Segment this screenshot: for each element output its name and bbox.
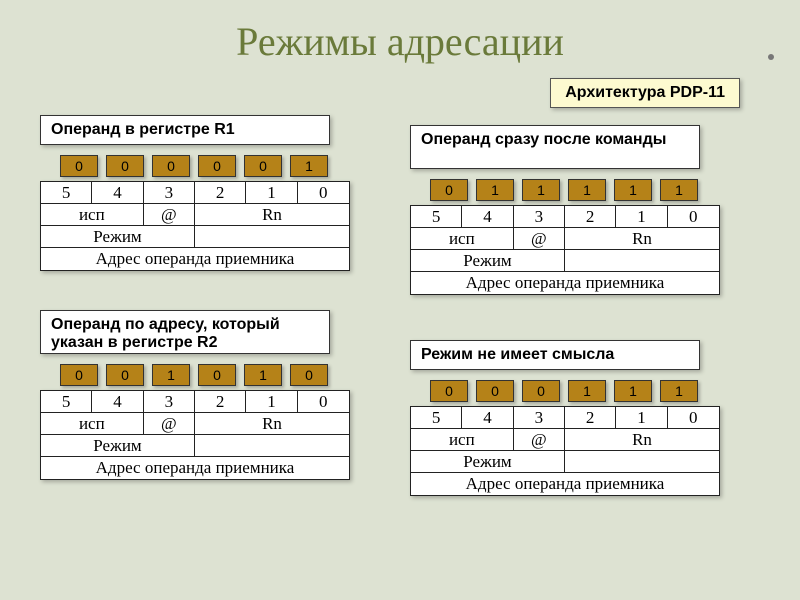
grid-cell-address: Адрес операнда приемника <box>411 473 719 495</box>
bit-row: 011111 <box>430 179 720 201</box>
bit-row: 000111 <box>430 380 720 402</box>
block-operand-register-r1: Операнд в регистре R1 000001 543210исп@R… <box>40 115 350 271</box>
bit-cell: 0 <box>60 155 98 177</box>
grid-header-cell: 4 <box>92 182 143 203</box>
grid-header-cell: 4 <box>92 391 143 412</box>
grid-cell: исп <box>411 429 514 450</box>
grid-header-cell: 5 <box>41 391 92 412</box>
grid-header-cell: 5 <box>411 407 462 428</box>
grid-header-cell: 3 <box>514 407 565 428</box>
block-caption: Операнд в регистре R1 <box>40 115 330 145</box>
block-caption: Операнд сразу после команды <box>410 125 700 169</box>
grid-header-cell: 1 <box>616 407 667 428</box>
bit-cell: 1 <box>568 179 606 201</box>
grid-cell: Rn <box>195 204 349 225</box>
grid-cell: Rn <box>565 228 719 249</box>
bit-cell: 0 <box>476 380 514 402</box>
grid-header-cell: 4 <box>462 206 513 227</box>
grid-cell-mode: Режим <box>41 226 195 247</box>
grid-cell: Rn <box>195 413 349 434</box>
bit-cell: 1 <box>614 380 652 402</box>
bit-cell: 1 <box>522 179 560 201</box>
bit-cell: 0 <box>290 364 328 386</box>
bit-cell: 1 <box>568 380 606 402</box>
grid-cell-address: Адрес операнда приемника <box>411 272 719 294</box>
grid-cell: исп <box>41 204 144 225</box>
grid-header-cell: 5 <box>41 182 92 203</box>
grid-cell: исп <box>41 413 144 434</box>
field-grid: 543210 исп@RnРежимАдрес операнда приемник… <box>410 406 720 496</box>
grid-header-cell: 3 <box>514 206 565 227</box>
bit-cell: 1 <box>660 179 698 201</box>
block-operand-address-r2: Операнд по адресу, который указан в реги… <box>40 310 350 480</box>
block-caption: Режим не имеет смысла <box>410 340 700 370</box>
bit-row: 000001 <box>60 155 350 177</box>
grid-header-cell: 1 <box>616 206 667 227</box>
grid-cell-mode: Режим <box>41 435 195 456</box>
grid-cell-address: Адрес операнда приемника <box>41 457 349 479</box>
bit-cell: 1 <box>614 179 652 201</box>
field-grid: 543210 исп@RnРежимАдрес операнда приемник… <box>40 181 350 271</box>
bit-cell: 0 <box>106 155 144 177</box>
bit-cell: 1 <box>476 179 514 201</box>
bit-cell: 0 <box>152 155 190 177</box>
bit-cell: 0 <box>60 364 98 386</box>
grid-header-cell: 3 <box>144 182 195 203</box>
grid-header-cell: 4 <box>462 407 513 428</box>
grid-header-cell: 1 <box>246 391 297 412</box>
bit-row: 001010 <box>60 364 350 386</box>
bit-cell: 1 <box>660 380 698 402</box>
bit-cell: 0 <box>106 364 144 386</box>
field-grid: 543210 исп@RnРежимАдрес операнда приемник… <box>40 390 350 480</box>
grid-header-cell: 0 <box>298 182 349 203</box>
block-operand-immediate: Операнд сразу после команды 011111 54321… <box>410 125 720 295</box>
grid-header-cell: 0 <box>668 407 719 428</box>
bit-cell: 0 <box>430 179 468 201</box>
bit-cell: 1 <box>244 364 282 386</box>
bit-cell: 0 <box>430 380 468 402</box>
grid-cell: @ <box>144 204 195 225</box>
bit-cell: 0 <box>198 364 236 386</box>
grid-header-cell: 2 <box>565 407 616 428</box>
field-grid: 543210 исп@RnРежимАдрес операнда приемник… <box>410 205 720 295</box>
grid-header-cell: 0 <box>298 391 349 412</box>
grid-cell <box>195 435 349 456</box>
bit-cell: 0 <box>198 155 236 177</box>
grid-cell <box>565 250 719 271</box>
bit-cell: 1 <box>290 155 328 177</box>
bit-cell: 0 <box>522 380 560 402</box>
grid-header-cell: 2 <box>565 206 616 227</box>
grid-header-cell: 0 <box>668 206 719 227</box>
bit-cell: 1 <box>152 364 190 386</box>
grid-header-cell: 5 <box>411 206 462 227</box>
grid-cell: @ <box>514 228 565 249</box>
grid-cell: исп <box>411 228 514 249</box>
block-caption: Операнд по адресу, который указан в реги… <box>40 310 330 354</box>
grid-cell-mode: Режим <box>411 250 565 271</box>
grid-header-cell: 2 <box>195 182 246 203</box>
block-mode-no-meaning: Режим не имеет смысла 000111 543210исп@R… <box>410 340 720 496</box>
corner-dot <box>768 54 774 60</box>
grid-header-cell: 3 <box>144 391 195 412</box>
grid-cell: @ <box>514 429 565 450</box>
architecture-badge: Архитектура PDP-11 <box>550 78 740 108</box>
grid-cell: @ <box>144 413 195 434</box>
grid-cell-address: Адрес операнда приемника <box>41 248 349 270</box>
bit-cell: 0 <box>244 155 282 177</box>
grid-cell-mode: Режим <box>411 451 565 472</box>
grid-header-cell: 1 <box>246 182 297 203</box>
grid-cell <box>195 226 349 247</box>
grid-cell <box>565 451 719 472</box>
grid-header-cell: 2 <box>195 391 246 412</box>
grid-cell: Rn <box>565 429 719 450</box>
page-title: Режимы адресации <box>0 0 800 73</box>
